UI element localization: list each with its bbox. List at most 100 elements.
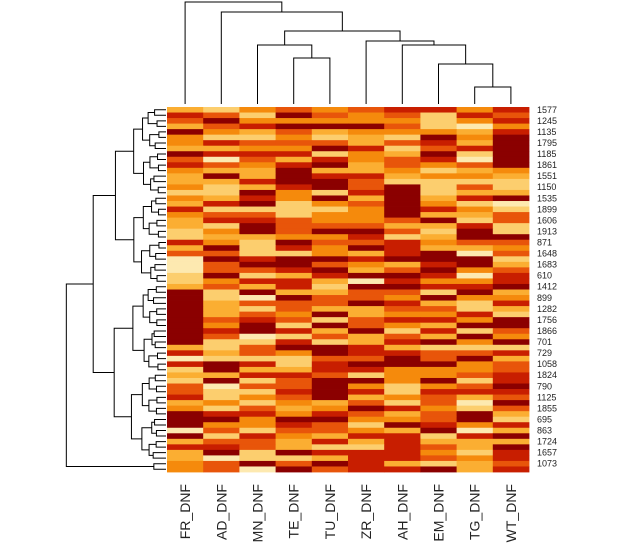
heatmap-cell <box>167 372 204 379</box>
heatmap-cell <box>420 156 457 163</box>
heatmap-cell <box>203 383 240 390</box>
row-label: 1282 <box>537 304 557 314</box>
heatmap-cell <box>311 449 349 456</box>
heatmap-cell <box>492 178 530 185</box>
heatmap-cell <box>275 178 313 185</box>
heatmap-cell <box>492 195 530 202</box>
heatmap-cell <box>167 234 204 241</box>
dendrogram-link <box>158 208 166 216</box>
heatmap-cell <box>348 394 385 401</box>
heatmap-cell <box>384 328 421 335</box>
heatmap-cell <box>348 427 385 434</box>
heatmap-cell <box>456 217 494 224</box>
dendrogram-link <box>130 394 143 440</box>
heatmap-cell <box>456 267 494 274</box>
heatmap-cell <box>420 289 457 296</box>
heatmap-cell <box>203 167 240 174</box>
heatmap-cell <box>348 416 385 423</box>
heatmap-cell <box>311 239 349 246</box>
heatmap-cell <box>420 151 457 158</box>
heatmap-cell <box>456 355 494 362</box>
heatmap-cell <box>203 300 240 307</box>
dendrogram-link <box>151 333 156 346</box>
heatmap-cell <box>311 228 349 235</box>
heatmap-cell <box>420 261 457 268</box>
dendrogram-link <box>438 63 494 104</box>
heatmap-cell <box>456 167 494 174</box>
heatmap-cell <box>239 328 276 335</box>
heatmap-cell <box>311 317 349 324</box>
column-label: EM_DNF <box>431 484 447 542</box>
heatmap-cell <box>167 306 204 313</box>
heatmap-cell <box>203 422 240 429</box>
heatmap-cell <box>492 449 530 456</box>
heatmap-cell <box>420 195 457 202</box>
heatmap-cell <box>239 167 276 174</box>
heatmap-cell <box>275 283 313 290</box>
heatmap-cell <box>384 206 421 213</box>
heatmap-cell <box>311 195 349 202</box>
heatmap-cell <box>167 322 204 329</box>
heatmap-cell <box>492 107 530 113</box>
heatmap-cell <box>167 300 204 307</box>
heatmap-cell <box>456 272 494 279</box>
heatmap-cell <box>348 261 385 268</box>
row-label: 1795 <box>537 138 557 148</box>
heatmap-cell <box>167 140 204 147</box>
heatmap-cell <box>167 245 204 252</box>
heatmap-cell <box>203 140 240 147</box>
dendrogram-link <box>155 197 166 205</box>
dendrogram-link <box>149 134 159 147</box>
dendrogram-link <box>92 194 116 373</box>
heatmap-cell <box>239 339 276 346</box>
heatmap-cell <box>384 444 421 451</box>
heatmap-cell <box>348 377 385 384</box>
heatmap-cell <box>384 156 421 163</box>
heatmap-cell <box>239 123 276 130</box>
heatmap-cell <box>492 223 530 230</box>
heatmap-cell <box>420 239 457 246</box>
dendrogram-link <box>133 128 144 174</box>
heatmap-cell <box>239 372 276 379</box>
heatmap-cell <box>203 223 240 230</box>
heatmap-cell <box>203 438 240 445</box>
heatmap-cell <box>456 411 494 418</box>
heatmap-cell <box>420 422 457 429</box>
heatmap-cell <box>420 366 457 373</box>
heatmap-cell <box>311 201 349 207</box>
heatmap-cell <box>239 427 276 434</box>
heatmap-cell <box>239 261 276 268</box>
heatmap-cell <box>275 201 313 207</box>
heatmap-cell <box>275 306 313 313</box>
column-label: FR_DNF <box>177 484 193 539</box>
heatmap-cell <box>420 383 457 390</box>
heatmap-cell <box>275 317 313 324</box>
heatmap-cell <box>456 206 494 213</box>
heatmap-cell <box>239 411 276 418</box>
heatmap-cell <box>203 267 240 274</box>
heatmap-cell <box>275 151 313 158</box>
heatmap-cell <box>384 333 421 340</box>
heatmap-cell <box>275 438 313 445</box>
dendrogram-link <box>113 327 133 418</box>
heatmap-cell <box>311 422 349 429</box>
row-label: 1058 <box>537 359 557 369</box>
row-label: 1855 <box>537 403 557 413</box>
heatmap-cell <box>203 444 240 451</box>
heatmap-cell <box>239 173 276 180</box>
heatmap-cell <box>275 134 313 141</box>
heatmap-cell <box>456 311 494 318</box>
heatmap-cell <box>203 317 240 324</box>
heatmap-cell <box>384 217 421 224</box>
heatmap-cell <box>456 361 494 368</box>
heatmap-cell <box>384 184 421 191</box>
heatmap-cell <box>384 350 421 357</box>
heatmap-cell <box>420 223 457 230</box>
heatmap-cell <box>384 201 421 207</box>
row-label: 1412 <box>537 282 557 292</box>
heatmap-cell <box>167 295 204 301</box>
heatmap-cell <box>456 283 494 290</box>
heatmap-cell <box>348 134 385 141</box>
heatmap-cell <box>239 140 276 147</box>
heatmap-cell <box>203 295 240 301</box>
